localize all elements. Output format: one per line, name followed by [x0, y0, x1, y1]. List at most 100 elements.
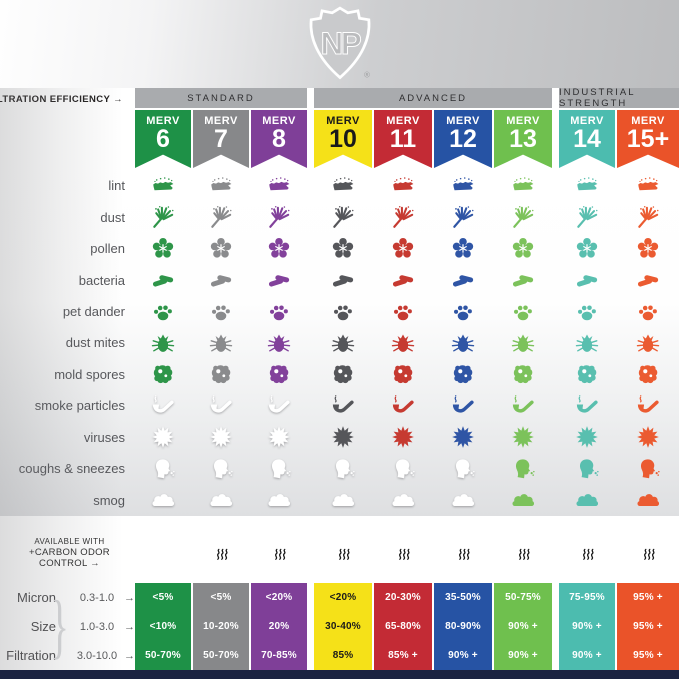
cell-lint-merv14 — [559, 170, 615, 201]
brand-shield-logo: NP ® — [309, 6, 370, 80]
spec-arrow-icon: → — [124, 649, 135, 662]
cell-viruses-merv8 — [251, 422, 307, 453]
mite-icon — [390, 330, 416, 356]
cell-coughs-sneezes-merv13 — [494, 453, 552, 484]
carbon-odor-label-line1: AVAILABLE WITH — [34, 536, 105, 546]
cell-coughs-sneezes-merv10 — [314, 453, 372, 484]
sneeze-icon — [510, 456, 536, 482]
cell-lint-merv8 — [251, 170, 307, 201]
bacteria-icon — [330, 267, 356, 293]
row-label-coughs-sneezes: coughs & sneezes — [18, 461, 125, 477]
virus-icon — [150, 424, 176, 450]
virus-icon — [510, 424, 536, 450]
merv-banner-name: MERV — [146, 115, 180, 127]
spec-value-merv11-row3: 85% + — [374, 641, 432, 670]
bacteria-icon — [574, 267, 600, 293]
cell-dust-merv7 — [193, 201, 249, 232]
spec-name-filtration: Filtration — [6, 648, 56, 663]
merv-banner-name: MERV — [326, 115, 360, 127]
smog-icon — [635, 487, 661, 513]
cell-smog-merv7 — [193, 485, 249, 516]
cell-mold-spores-merv14 — [559, 359, 615, 390]
carbon-available-merv7 — [193, 541, 249, 564]
merv-banner-value: 14 — [573, 125, 601, 154]
group-bar-industrial-strength: INDUSTRIAL STRENGTH — [559, 87, 679, 109]
dust-icon — [390, 204, 416, 230]
dust-icon — [574, 204, 600, 230]
cell-smog-merv14 — [559, 485, 615, 516]
cell-viruses-merv11 — [374, 422, 432, 453]
bacteria-icon — [635, 267, 661, 293]
cell-mold-spores-merv11 — [374, 359, 432, 390]
cell-smoke-particles-merv12 — [434, 390, 492, 421]
cell-lint-merv11 — [374, 170, 432, 201]
spec-left-row-filtration: Filtration 3.0-10.0 → — [0, 641, 135, 670]
spec-value-merv7-row1: <5% — [193, 583, 249, 612]
cell-viruses-merv14 — [559, 422, 615, 453]
merv-banner-merv6: MERV 6 — [135, 110, 191, 168]
spec-value-merv14-row3: 90% + — [559, 641, 615, 670]
spec-value-merv8-row2: 20% — [251, 612, 307, 641]
spec-range: 3.0-10.0 — [76, 649, 118, 662]
cell-pollen-merv12 — [434, 233, 492, 264]
virus-icon — [635, 424, 661, 450]
cell-pollen-merv15 — [617, 233, 679, 264]
lint-icon — [574, 173, 600, 199]
cell-coughs-sneezes-merv6 — [135, 453, 191, 484]
smog-icon — [574, 487, 600, 513]
spec-value-merv13-row3: 90% + — [494, 641, 552, 670]
bacteria-icon — [390, 267, 416, 293]
spec-value-merv13-row1: 50-75% — [494, 583, 552, 612]
cell-lint-merv12 — [434, 170, 492, 201]
paw-icon — [150, 299, 176, 325]
smog-icon — [150, 487, 176, 513]
cell-lint-merv6 — [135, 170, 191, 201]
spec-value-merv15-row1: 95% + — [617, 583, 679, 612]
cell-coughs-sneezes-merv12 — [434, 453, 492, 484]
spec-left-row-size: Size 1.0-3.0 → — [0, 612, 135, 641]
virus-icon — [330, 424, 356, 450]
cell-dust-merv8 — [251, 201, 307, 232]
virus-icon — [266, 424, 292, 450]
cell-smoke-particles-merv6 — [135, 390, 191, 421]
sneeze-icon — [390, 456, 416, 482]
merv-banner-merv13: MERV 13 — [494, 110, 552, 168]
cell-coughs-sneezes-merv8 — [251, 453, 307, 484]
cell-viruses-merv10 — [314, 422, 372, 453]
cell-bacteria-merv15 — [617, 264, 679, 295]
cell-dust-mites-merv10 — [314, 327, 372, 358]
spec-name-micron: Micron — [16, 590, 56, 605]
pollen-icon — [635, 236, 661, 262]
pipe-icon — [150, 393, 176, 419]
cell-dust-mites-merv11 — [374, 327, 432, 358]
spec-left-row-micron: Micron 0.3-1.0 → — [0, 583, 135, 612]
cell-smog-merv8 — [251, 485, 307, 516]
lint-icon — [510, 173, 536, 199]
mold-icon — [390, 361, 416, 387]
spec-name-size: Size — [30, 619, 56, 634]
merv-banner-name: MERV — [631, 115, 665, 127]
paw-icon — [635, 299, 661, 325]
merv-banner-merv7: MERV 7 — [193, 110, 249, 168]
merv-banner-merv12: MERV 12 — [434, 110, 492, 168]
spec-gap — [0, 575, 679, 583]
cell-pollen-merv14 — [559, 233, 615, 264]
lint-icon — [330, 173, 356, 199]
spec-value-merv12-row1: 35-50% — [434, 583, 492, 612]
spec-arrow-icon: → — [124, 591, 135, 604]
mite-icon — [208, 330, 234, 356]
cell-viruses-merv13 — [494, 422, 552, 453]
merv-banner-name: MERV — [506, 115, 540, 127]
pipe-icon — [390, 393, 416, 419]
cell-smoke-particles-merv13 — [494, 390, 552, 421]
merv-banner-value: 10 — [329, 125, 357, 154]
dust-icon — [208, 204, 234, 230]
merv-banner-merv10: MERV 10 — [314, 110, 372, 168]
dust-icon — [635, 204, 661, 230]
carbon-available-merv15 — [617, 541, 679, 564]
spec-value-merv7-row3: 50-70% — [193, 641, 249, 670]
group-bar-advanced: ADVANCED — [314, 88, 552, 108]
cell-mold-spores-merv12 — [434, 359, 492, 390]
cell-lint-merv7 — [193, 170, 249, 201]
steam-icon — [270, 541, 289, 564]
